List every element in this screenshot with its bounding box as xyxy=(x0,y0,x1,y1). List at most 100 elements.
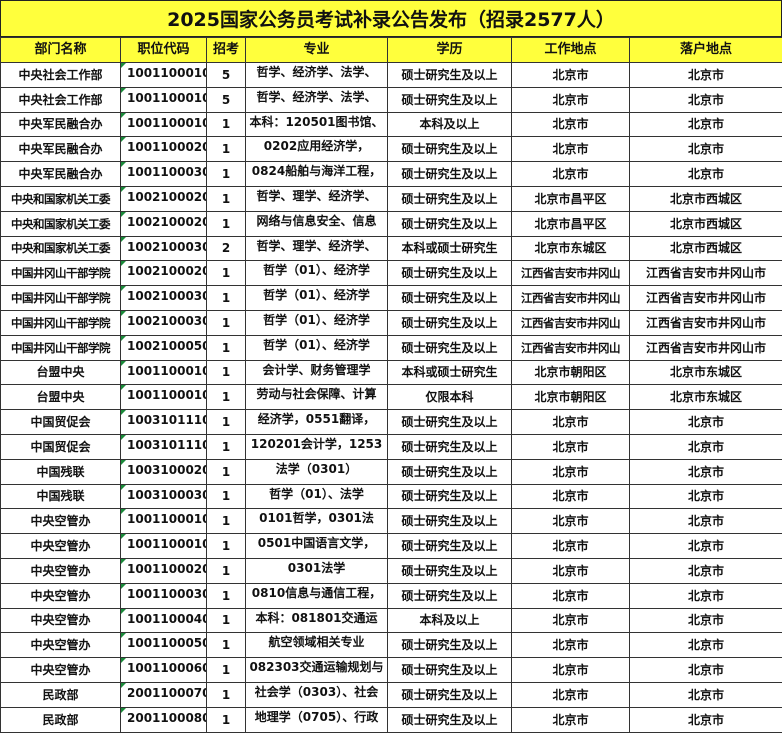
position-code-cell: 1002100030 xyxy=(121,286,207,311)
education-cell: 硕士研究生及以上 xyxy=(388,211,512,236)
work-location-cell: 北京市 xyxy=(512,608,630,633)
major-cell: 哲学（01）、经济学 xyxy=(246,310,388,335)
work-location-cell: 北京市 xyxy=(512,63,630,88)
department-cell: 中央社会工作部 xyxy=(1,87,121,112)
department-cell: 中国井冈山干部学院 xyxy=(1,286,121,311)
hukou-location-cell: 北京市 xyxy=(630,63,782,88)
department-cell: 中央军民融合办 xyxy=(1,112,121,137)
hukou-location-cell: 北京市 xyxy=(630,534,782,559)
work-location-cell: 江西省吉安市井冈山 xyxy=(512,286,630,311)
position-code-cell: 2001100080 xyxy=(121,707,207,732)
major-cell: 0501中国语言文学， xyxy=(246,534,388,559)
quota-cell: 1 xyxy=(207,186,246,211)
position-code-cell: 1001100050 xyxy=(121,633,207,658)
work-location-cell: 北京市 xyxy=(512,658,630,683)
column-header-education: 学历 xyxy=(388,38,512,63)
work-location-cell: 北京市 xyxy=(512,87,630,112)
position-code-cell: 1002100050 xyxy=(121,335,207,360)
position-code-cell: 1001100060 xyxy=(121,658,207,683)
work-location-cell: 北京市 xyxy=(512,558,630,583)
department-cell: 中央空管办 xyxy=(1,608,121,633)
education-cell: 硕士研究生及以上 xyxy=(388,186,512,211)
hukou-location-cell: 北京市 xyxy=(630,112,782,137)
major-cell: 0824船舶与海洋工程， xyxy=(246,162,388,187)
hukou-location-cell: 北京市西城区 xyxy=(630,236,782,261)
work-location-cell: 北京市 xyxy=(512,682,630,707)
department-cell: 中央空管办 xyxy=(1,633,121,658)
major-cell: 082303交通运输规划与 xyxy=(246,658,388,683)
hukou-location-cell: 北京市 xyxy=(630,137,782,162)
hukou-location-cell: 北京市 xyxy=(630,434,782,459)
work-location-cell: 北京市 xyxy=(512,112,630,137)
major-cell: 哲学、经济学、法学、 xyxy=(246,87,388,112)
department-cell: 中国井冈山干部学院 xyxy=(1,335,121,360)
position-code-cell: 1002100020 xyxy=(121,211,207,236)
quota-cell: 2 xyxy=(207,236,246,261)
work-location-cell: 北京市 xyxy=(512,707,630,732)
department-cell: 中国残联 xyxy=(1,459,121,484)
position-code-cell: 1003100020 xyxy=(121,459,207,484)
quota-cell: 1 xyxy=(207,682,246,707)
hukou-location-cell: 北京市 xyxy=(630,509,782,534)
column-header-work-location: 工作地点 xyxy=(512,38,630,63)
quota-cell: 1 xyxy=(207,385,246,410)
department-cell: 中央空管办 xyxy=(1,509,121,534)
education-cell: 硕士研究生及以上 xyxy=(388,658,512,683)
education-cell: 硕士研究生及以上 xyxy=(388,583,512,608)
work-location-cell: 江西省吉安市井冈山 xyxy=(512,261,630,286)
major-cell: 0810信息与通信工程， xyxy=(246,583,388,608)
quota-cell: 1 xyxy=(207,509,246,534)
work-location-cell: 北京市昌平区 xyxy=(512,211,630,236)
quota-cell: 1 xyxy=(207,335,246,360)
position-code-cell: 1002100020 xyxy=(121,261,207,286)
work-location-cell: 北京市 xyxy=(512,583,630,608)
major-cell: 网络与信息安全、信息 xyxy=(246,211,388,236)
position-code-cell: 1003101110 xyxy=(121,434,207,459)
position-code-cell: 1001100010 xyxy=(121,63,207,88)
quota-cell: 1 xyxy=(207,707,246,732)
work-location-cell: 北京市 xyxy=(512,434,630,459)
major-cell: 本科：120501图书馆、 xyxy=(246,112,388,137)
hukou-location-cell: 北京市 xyxy=(630,658,782,683)
position-code-cell: 1001100010 xyxy=(121,112,207,137)
position-code-cell: 1003101110 xyxy=(121,410,207,435)
department-cell: 中国井冈山干部学院 xyxy=(1,310,121,335)
quota-cell: 1 xyxy=(207,658,246,683)
education-cell: 硕士研究生及以上 xyxy=(388,682,512,707)
work-location-cell: 江西省吉安市井冈山 xyxy=(512,310,630,335)
major-cell: 哲学、经济学、法学、 xyxy=(246,63,388,88)
education-cell: 硕士研究生及以上 xyxy=(388,335,512,360)
department-cell: 中国井冈山干部学院 xyxy=(1,261,121,286)
major-cell: 哲学（01）、经济学 xyxy=(246,286,388,311)
position-code-cell: 1001100010 xyxy=(121,509,207,534)
quota-cell: 1 xyxy=(207,162,246,187)
education-cell: 本科及以上 xyxy=(388,608,512,633)
quota-cell: 1 xyxy=(207,558,246,583)
department-cell: 民政部 xyxy=(1,707,121,732)
hukou-location-cell: 北京市 xyxy=(630,410,782,435)
education-cell: 本科或硕士研究生 xyxy=(388,360,512,385)
department-cell: 台盟中央 xyxy=(1,385,121,410)
education-cell: 本科或硕士研究生 xyxy=(388,236,512,261)
education-cell: 硕士研究生及以上 xyxy=(388,459,512,484)
hukou-location-cell: 北京市 xyxy=(630,162,782,187)
work-location-cell: 江西省吉安市井冈山 xyxy=(512,335,630,360)
department-cell: 中央军民融合办 xyxy=(1,162,121,187)
major-cell: 0301法学 xyxy=(246,558,388,583)
hukou-location-cell: 北京市东城区 xyxy=(630,360,782,385)
hukou-location-cell: 北京市 xyxy=(630,583,782,608)
